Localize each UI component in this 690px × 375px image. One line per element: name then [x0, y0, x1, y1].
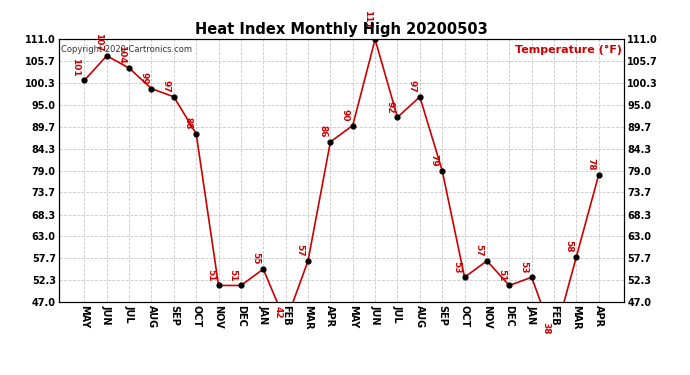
Text: 51: 51: [497, 269, 506, 281]
Point: [325, 139, 336, 145]
Text: 53: 53: [520, 261, 529, 273]
Text: 86: 86: [318, 125, 327, 138]
Point: [258, 266, 269, 272]
Text: Copyright 2020 Cartronics.com: Copyright 2020 Cartronics.com: [61, 45, 193, 54]
Text: 88: 88: [184, 117, 193, 130]
Point: [392, 114, 403, 120]
Point: [347, 123, 358, 129]
Text: 57: 57: [475, 244, 484, 257]
Point: [437, 168, 448, 174]
Point: [79, 77, 90, 83]
Point: [101, 53, 112, 59]
Point: [213, 282, 224, 288]
Point: [190, 131, 201, 137]
Text: 57: 57: [296, 244, 305, 257]
Point: [549, 336, 560, 342]
Point: [302, 258, 313, 264]
Text: 58: 58: [564, 240, 573, 253]
Point: [370, 36, 381, 42]
Point: [414, 94, 425, 100]
Text: 55: 55: [251, 252, 260, 265]
Text: 42: 42: [273, 306, 282, 318]
Point: [146, 86, 157, 92]
Text: Temperature (°F): Temperature (°F): [515, 45, 622, 55]
Text: 92: 92: [385, 100, 394, 113]
Title: Heat Index Monthly High 20200503: Heat Index Monthly High 20200503: [195, 22, 488, 37]
Point: [459, 274, 470, 280]
Text: 78: 78: [586, 158, 595, 171]
Text: 53: 53: [452, 261, 461, 273]
Text: 104: 104: [117, 45, 126, 64]
Text: 101: 101: [71, 58, 80, 76]
Text: 79: 79: [430, 154, 439, 166]
Point: [526, 274, 537, 280]
Point: [482, 258, 493, 264]
Point: [124, 65, 135, 71]
Text: 51: 51: [228, 269, 237, 281]
Point: [571, 254, 582, 260]
Text: 90: 90: [340, 109, 349, 122]
Point: [504, 282, 515, 288]
Text: 97: 97: [161, 80, 170, 93]
Text: 111: 111: [363, 10, 372, 29]
Point: [235, 282, 246, 288]
Point: [168, 94, 179, 100]
Text: 51: 51: [206, 269, 215, 281]
Text: 97: 97: [408, 80, 417, 93]
Text: 38: 38: [542, 322, 551, 334]
Text: 99: 99: [139, 72, 148, 84]
Point: [593, 172, 604, 178]
Point: [280, 320, 291, 326]
Text: 107: 107: [95, 33, 103, 52]
